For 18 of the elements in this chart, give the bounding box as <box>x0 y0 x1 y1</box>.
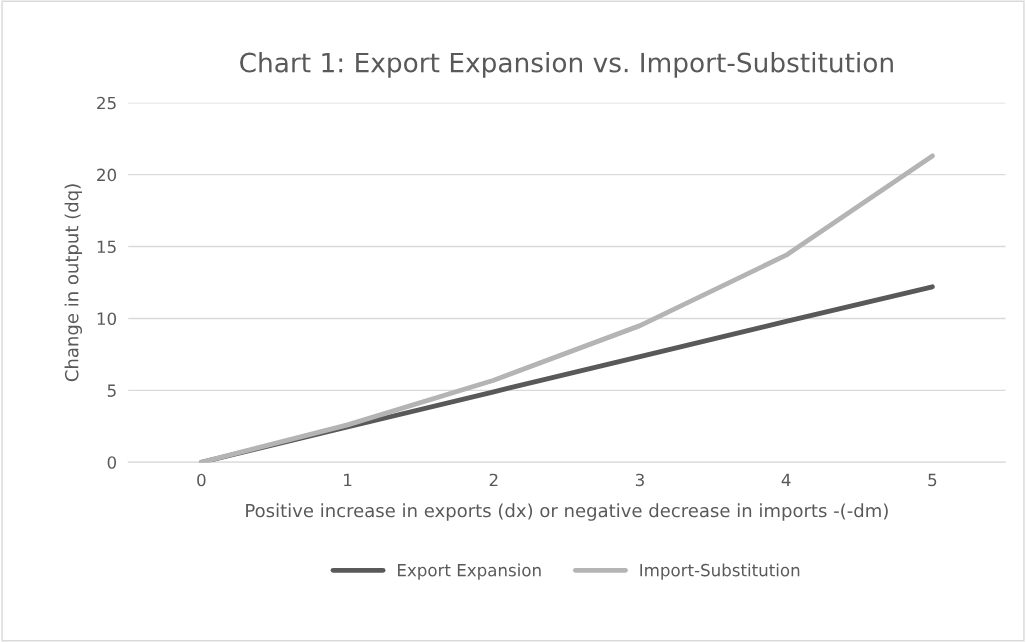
x-tick-label: 0 <box>197 473 206 487</box>
legend-label: Import-Substitution <box>640 563 800 580</box>
y-tick-label: 10 <box>97 312 117 325</box>
legend-label: Export Expansion <box>398 563 541 580</box>
x-tick-label: 1 <box>344 473 352 487</box>
x-tick-label: 5 <box>928 473 937 487</box>
y-tick-label: 15 <box>97 240 116 254</box>
chart-title: Chart 1: Export Expansion vs. Import-Substitution <box>240 52 893 78</box>
y-tick-label: 25 <box>97 96 116 110</box>
x-axis-title: Positive increase in exports (dx) or negative decrease in imports -(-dm) <box>246 503 888 521</box>
line-series <box>198 153 935 463</box>
y-axis-title: Change in output (dq) <box>64 184 83 382</box>
x-tick-label: 3 <box>635 473 644 487</box>
y-tick-label: 20 <box>97 168 117 182</box>
y-tick-label: 0 <box>107 456 117 469</box>
x-tick-label: 4 <box>781 473 791 487</box>
y-tick-label: 5 <box>107 384 116 397</box>
x-tick-label: 2 <box>489 473 498 487</box>
